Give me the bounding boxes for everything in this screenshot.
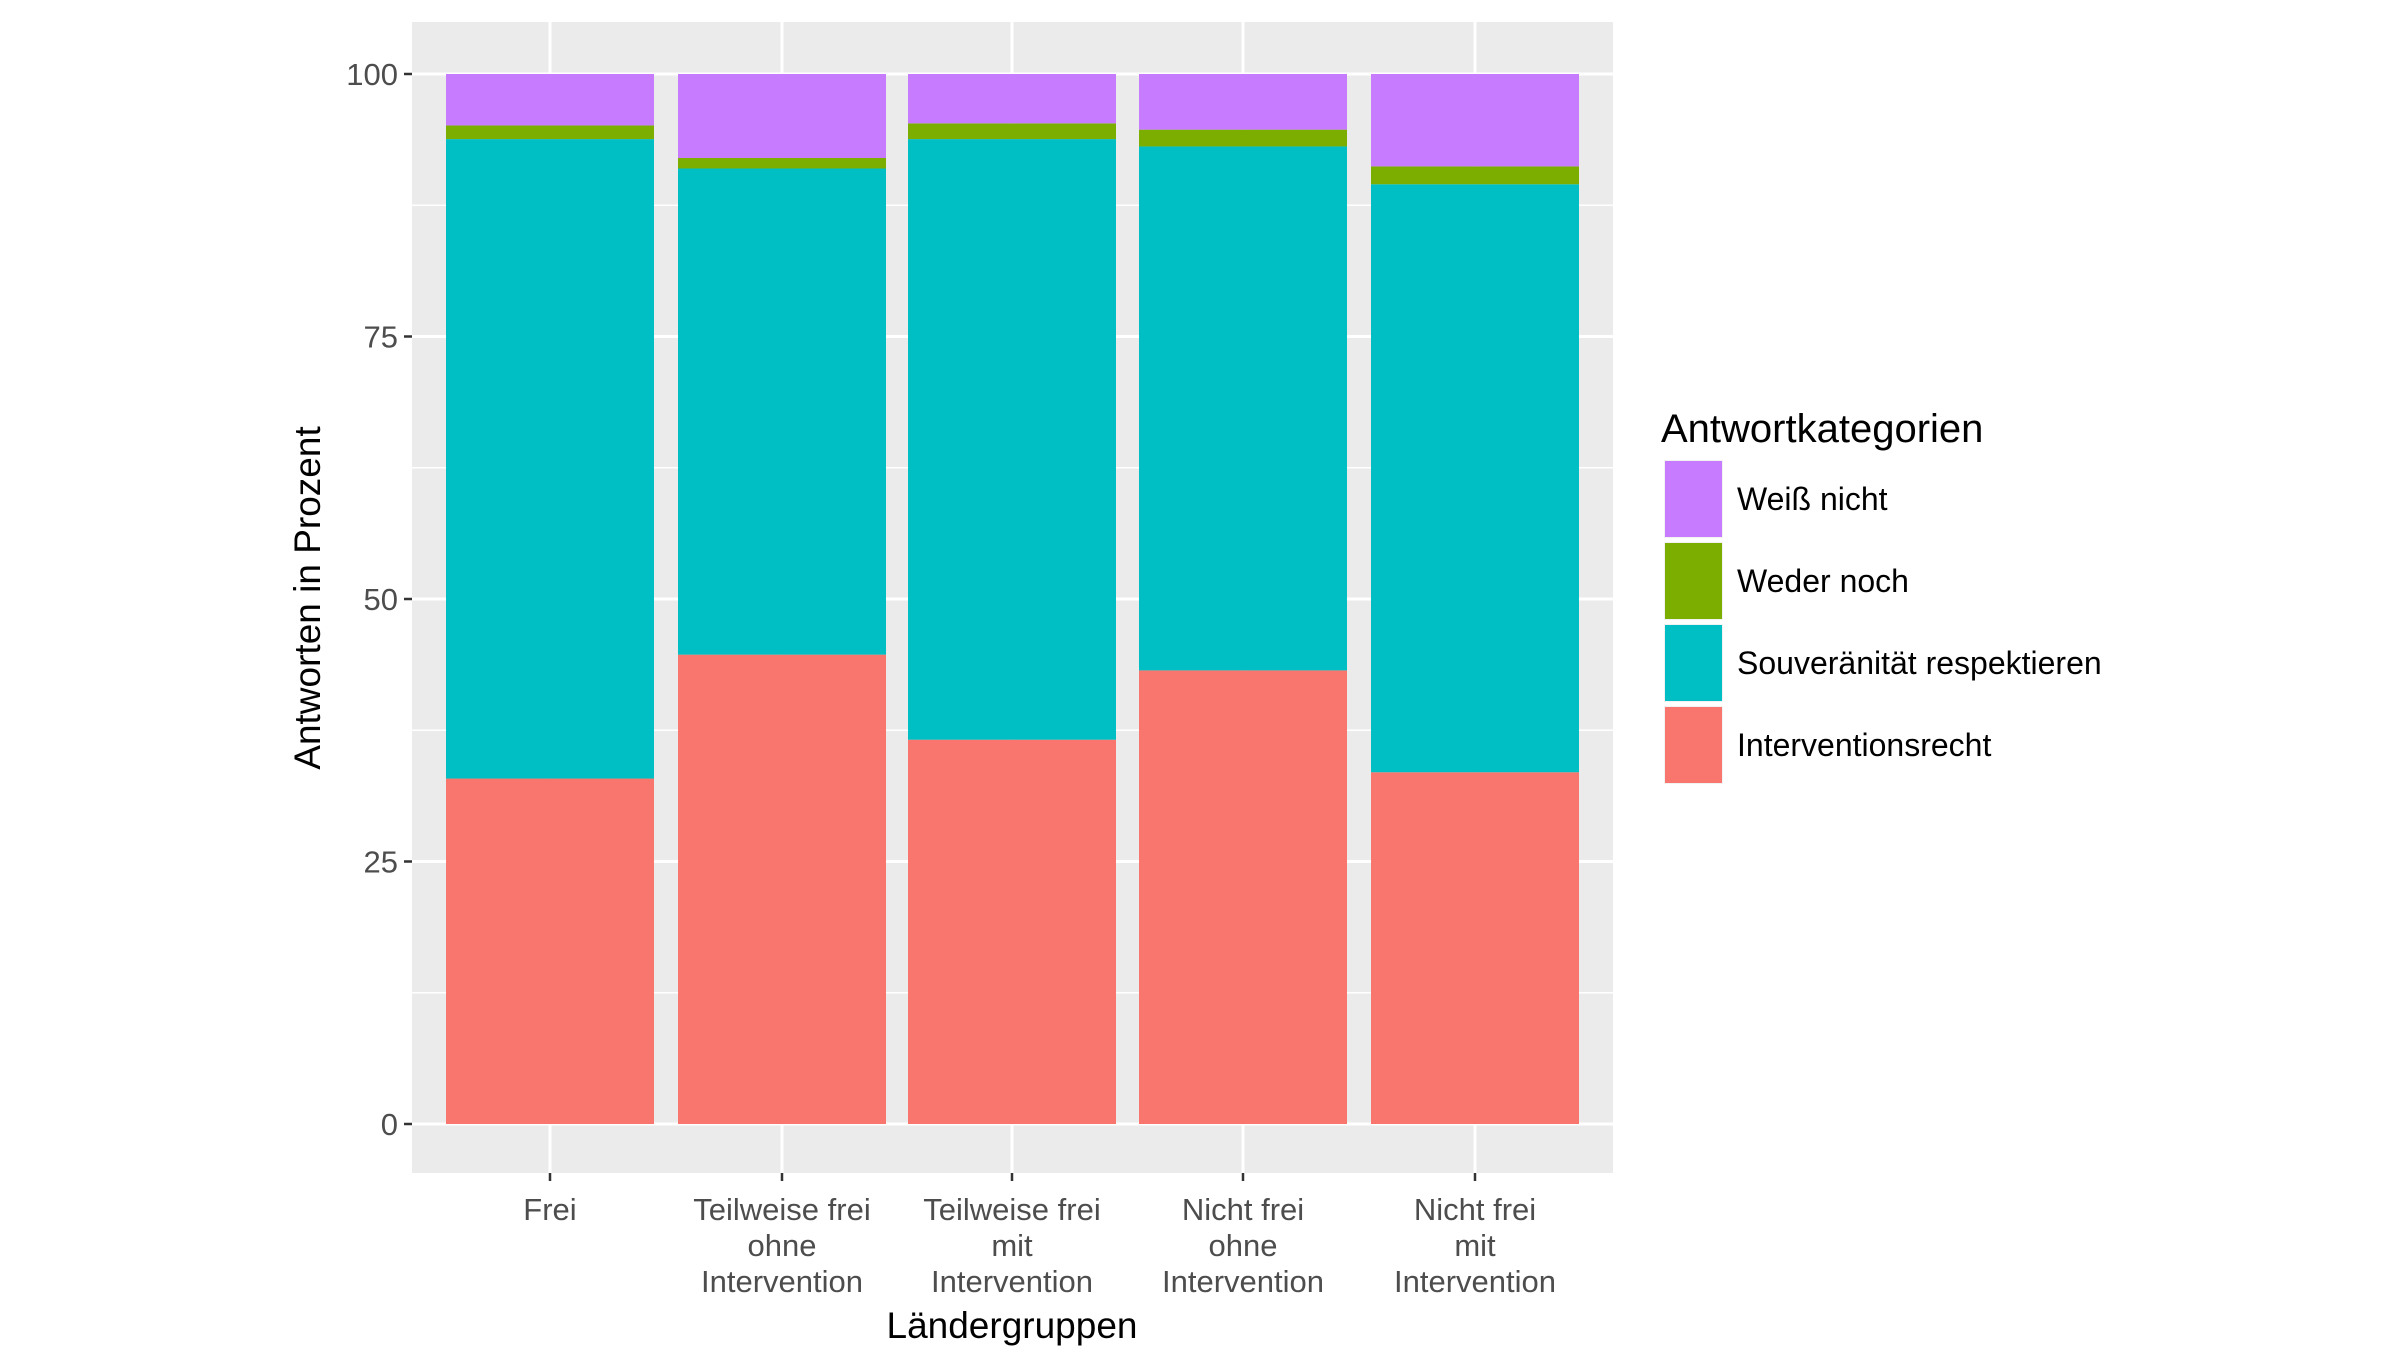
x-tick-label: mit	[991, 1228, 1033, 1263]
x-tick-label: Nicht frei	[1414, 1192, 1536, 1227]
x-tick-label: Teilweise frei	[693, 1192, 870, 1227]
x-axis-title: Ländergruppen	[887, 1305, 1138, 1346]
legend-key	[1665, 707, 1722, 783]
bar-segment-interventionsrecht	[446, 778, 654, 1124]
legend: Antwortkategorien Weiß nicht Weder noch So…	[1661, 407, 2102, 784]
bar-segment-interventionsrecht	[1139, 670, 1347, 1124]
bar-segment-souver-nit-t-respektieren	[446, 139, 654, 779]
legend-key	[1665, 625, 1722, 701]
bar-segment-souver-nit-t-respektieren	[1371, 184, 1579, 773]
bar-segment-interventionsrecht	[1371, 772, 1579, 1124]
bar-segment-weder-noch	[446, 125, 654, 140]
legend-label: Weder noch	[1737, 563, 1909, 599]
y-tick-label: 100	[346, 57, 398, 92]
x-tick-label: Intervention	[701, 1264, 863, 1299]
bar-segment-wei-nicht	[446, 74, 654, 126]
y-tick-label: 75	[364, 320, 398, 355]
y-axis-title: Antworten in Prozent	[287, 426, 328, 770]
x-tick-label: Intervention	[1394, 1264, 1556, 1299]
y-tick-label: 0	[381, 1107, 398, 1142]
y-tick-label: 25	[364, 845, 398, 880]
legend-label: Weiß nicht	[1737, 481, 1888, 517]
legend-key	[1665, 461, 1722, 537]
x-tick-label: Intervention	[1162, 1264, 1324, 1299]
bar-segment-interventionsrecht	[908, 739, 1116, 1124]
bar-segment-interventionsrecht	[678, 654, 886, 1124]
bar-segment-wei-nicht	[1371, 74, 1579, 167]
x-tick-label: Teilweise frei	[923, 1192, 1100, 1227]
x-tick-label: ohne	[748, 1228, 817, 1263]
bar-segment-souver-nit-t-respektieren	[1139, 146, 1347, 671]
legend-label: Interventionsrecht	[1737, 727, 1991, 763]
y-tick-label: 50	[364, 582, 398, 617]
x-tick-label: Frei	[523, 1192, 576, 1227]
legend-label: Souveränität respektieren	[1737, 645, 2102, 681]
legend-title: Antwortkategorien	[1661, 407, 1983, 451]
x-tick-label: ohne	[1209, 1228, 1278, 1263]
x-tick-label: Intervention	[931, 1264, 1093, 1299]
x-tick-label: mit	[1454, 1228, 1496, 1263]
bar-segment-wei-nicht	[678, 74, 886, 158]
bar-segment-weder-noch	[1139, 129, 1347, 147]
bar-segment-wei-nicht	[908, 74, 1116, 124]
bar-segment-wei-nicht	[1139, 74, 1347, 130]
bar-segment-weder-noch	[1371, 166, 1579, 185]
bar-segment-weder-noch	[678, 158, 886, 169]
x-tick-label: Nicht frei	[1182, 1192, 1304, 1227]
bar-segment-weder-noch	[908, 123, 1116, 140]
legend-key	[1665, 543, 1722, 619]
bar-segment-souver-nit-t-respektieren	[908, 139, 1116, 740]
bar-segment-souver-nit-t-respektieren	[678, 168, 886, 655]
